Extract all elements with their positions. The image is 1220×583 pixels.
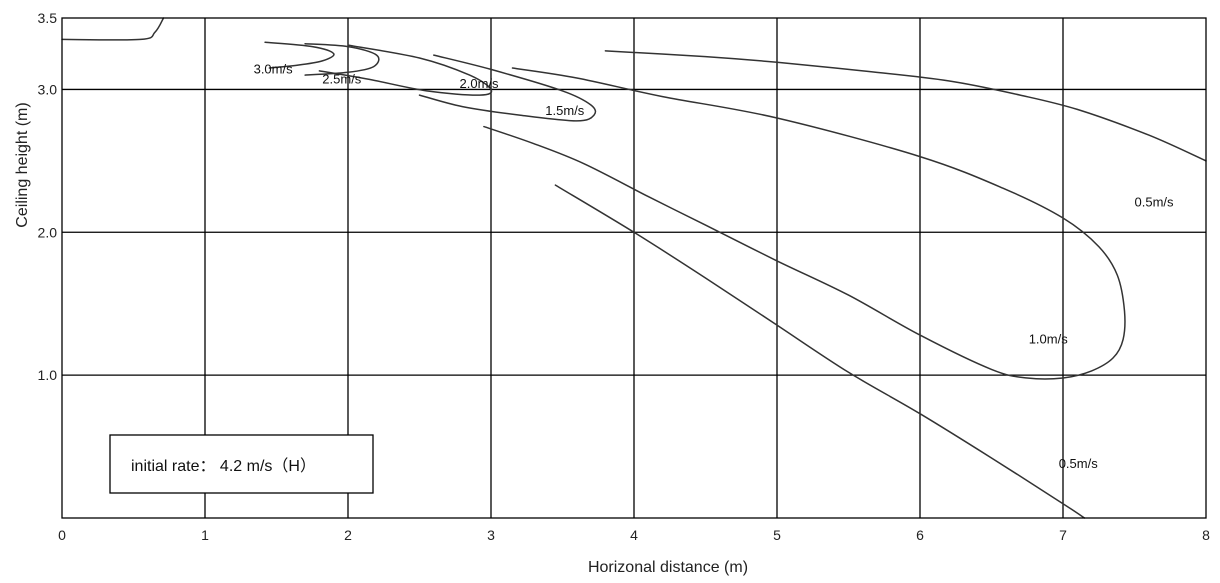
curve-label-2-5m-s: 2.5m/s — [322, 72, 362, 87]
series-line-0-5m-s-upper — [604, 50, 1207, 162]
x-axis-title: Horizonal distance (m) — [588, 559, 748, 576]
y-tick-label: 1.0 — [38, 367, 58, 383]
curve-label-0-5m-s-upper: 0.5m/s — [1135, 195, 1175, 210]
series-line-0-5m-s-lower — [554, 184, 1086, 519]
y-tick-label: 3.5 — [38, 10, 58, 26]
annotation-box: initial rate： 4.2 m/s（H） — [109, 434, 374, 494]
x-tick-label: 4 — [630, 527, 638, 543]
curve-label-1-5m-s: 1.5m/s — [545, 103, 585, 118]
series-layer — [61, 17, 1207, 519]
x-tick-label: 3 — [487, 527, 495, 543]
annotation-text: initial rate： 4.2 m/s（H） — [131, 457, 316, 475]
y-tick-label: 3.0 — [38, 81, 58, 97]
series-line-diffuser — [61, 17, 165, 41]
series-line-1-0m-s — [483, 67, 1126, 380]
curve-label-1-0m-s: 1.0m/s — [1029, 332, 1069, 347]
tick-labels: 0 1 2 3 4 5 6 7 8 1.0 2.0 3.0 3.5 — [38, 10, 1211, 543]
x-tick-label: 0 — [58, 527, 66, 543]
curve-label-0-5m-s-lower: 0.5m/s — [1059, 456, 1099, 471]
x-tick-label: 6 — [916, 527, 924, 543]
x-tick-label: 1 — [201, 527, 209, 543]
x-tick-label: 5 — [773, 527, 781, 543]
series-line-1-5m-s — [418, 54, 597, 122]
series-line-2-5m-s — [304, 42, 380, 76]
plot-frame — [61, 17, 1207, 519]
series-line-2-0m-s — [318, 44, 493, 96]
curve-label-3-0m-s: 3.0m/s — [254, 62, 294, 77]
curve-labels: 3.0m/s 2.5m/s 2.0m/s 1.5m/s 1.0m/s 0.5m/s 0.5m… — [254, 62, 1174, 471]
curve-label-2-0m-s: 2.0m/s — [460, 76, 500, 91]
y-axis-title: Ceiling height (m) — [14, 102, 31, 227]
x-tick-label: 2 — [344, 527, 352, 543]
x-tick-label: 8 — [1202, 527, 1210, 543]
series-line-3-0m-s — [264, 41, 335, 69]
x-tick-label: 7 — [1059, 527, 1067, 543]
y-tick-label: 2.0 — [38, 224, 58, 240]
